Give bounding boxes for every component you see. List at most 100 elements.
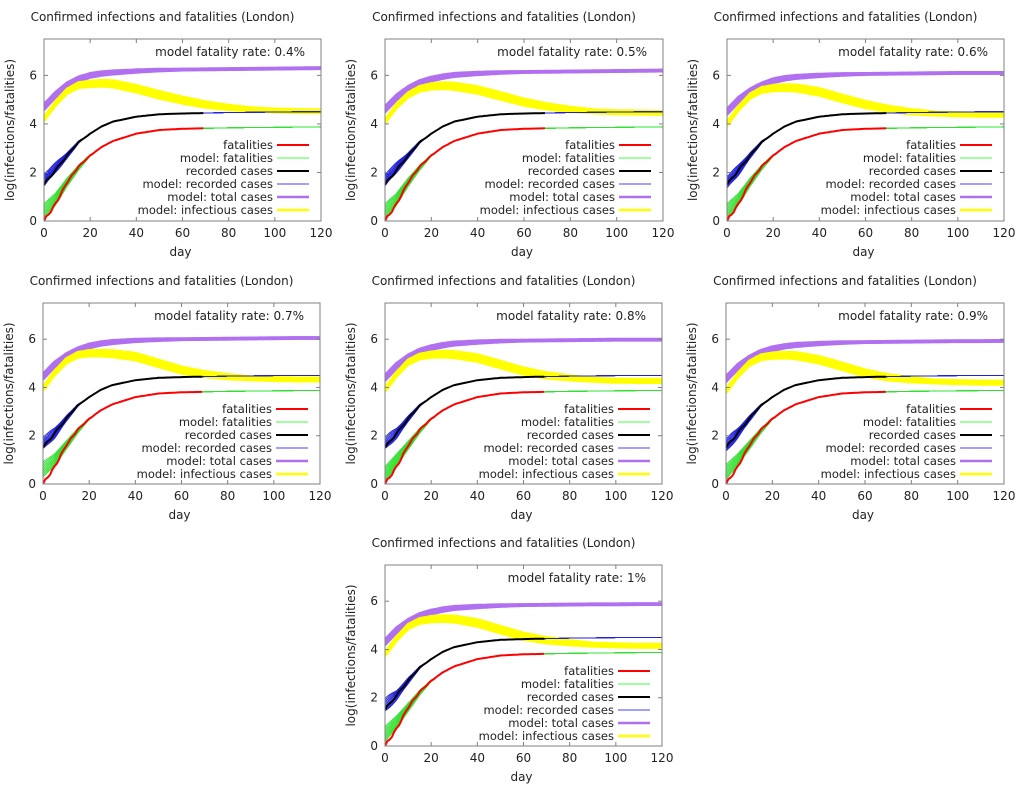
- legend-label: recorded cases: [527, 428, 614, 442]
- legend-label: fatalities: [223, 138, 273, 152]
- x-tick-label: 20: [424, 489, 439, 503]
- legend-label: model: total cases: [850, 190, 956, 204]
- legend-label: model: total cases: [167, 190, 273, 204]
- model-infectious-cases-line: [727, 83, 1004, 123]
- model-recorded-cases-line: [726, 374, 1004, 448]
- x-tick-label: 0: [381, 751, 389, 765]
- model-infectious-cases-line: [727, 86, 1004, 126]
- x-tick-label: 60: [516, 751, 531, 765]
- legend-label: model: recorded cases: [825, 441, 956, 455]
- recorded-cases-line: [385, 375, 545, 449]
- model-recorded-cases-line: [727, 111, 1004, 186]
- x-tick-label: 60: [858, 226, 873, 240]
- chart-panel: Confirmed infections and fatalities (Lon…: [3, 10, 332, 259]
- x-axis-label: day: [168, 508, 190, 522]
- model-recorded-cases-line: [44, 111, 321, 187]
- y-tick-label: 4: [711, 380, 719, 394]
- legend-label: model: fatalities: [521, 415, 614, 429]
- model-total-cases-line: [385, 602, 662, 641]
- y-tick-label: 0: [29, 214, 37, 228]
- model-infectious-cases-line: [385, 81, 663, 121]
- plot-area: [385, 68, 663, 221]
- x-tick-label: 100: [946, 489, 969, 503]
- legend-label: fatalities: [222, 402, 272, 416]
- legend-label: model: infectious cases: [479, 467, 614, 481]
- legend-label: model: recorded cases: [141, 441, 272, 455]
- x-tick-label: 100: [263, 226, 286, 240]
- x-axis-label: day: [169, 245, 191, 259]
- legend-label: recorded cases: [527, 690, 614, 704]
- x-tick-label: 0: [381, 226, 389, 240]
- y-tick-label: 4: [712, 117, 720, 131]
- x-tick-label: 20: [83, 226, 98, 240]
- y-axis-label: log(infections/fatalities): [685, 322, 699, 464]
- chart-title: Confirmed infections and fatalities (Lon…: [714, 10, 978, 24]
- legend-label: model: recorded cases: [142, 177, 273, 191]
- model-infectious-cases-line: [727, 87, 1004, 126]
- fatality-rate-annotation: model fatality rate: 0.8%: [496, 309, 646, 323]
- model-infectious-cases-line: [726, 350, 1004, 391]
- y-axis-label: log(infections/fatalities): [344, 59, 358, 201]
- plot-area: [385, 602, 662, 746]
- chart-title: Confirmed infections and fatalities (Lon…: [372, 10, 636, 24]
- fatalities-line: [44, 127, 204, 221]
- x-tick-label: 100: [946, 226, 969, 240]
- x-tick-label: 80: [562, 751, 577, 765]
- x-tick-label: 80: [563, 226, 578, 240]
- model-infectious-cases-line: [385, 85, 663, 123]
- model-infectious-cases-line: [385, 352, 662, 391]
- x-tick-label: 0: [381, 489, 389, 503]
- model-recorded-cases-line: [726, 374, 1004, 449]
- legend-label: model: infectious cases: [137, 467, 272, 481]
- y-tick-label: 2: [28, 429, 36, 443]
- x-tick-label: 100: [605, 226, 628, 240]
- y-tick-label: 4: [370, 380, 378, 394]
- y-axis-label: log(infections/fatalities): [344, 584, 358, 726]
- x-axis-label: day: [852, 508, 874, 522]
- model-recorded-cases-line: [726, 374, 1004, 452]
- chart-panel: Confirmed infections and fatalities (Lon…: [686, 10, 1015, 259]
- x-tick-label: 0: [39, 489, 47, 503]
- chart-title: Confirmed infections and fatalities (Lon…: [713, 274, 977, 288]
- legend-label: recorded cases: [528, 164, 615, 178]
- legend-label: model: fatalities: [522, 151, 615, 165]
- y-tick-label: 2: [370, 429, 378, 443]
- y-tick-label: 4: [28, 380, 36, 394]
- fatalities-line: [385, 390, 545, 484]
- y-tick-label: 0: [712, 214, 720, 228]
- x-tick-label: 20: [82, 489, 97, 503]
- x-tick-label: 60: [516, 489, 531, 503]
- x-tick-label: 40: [812, 226, 827, 240]
- model-recorded-cases-line: [44, 111, 321, 185]
- x-axis-label: day: [852, 245, 874, 259]
- x-tick-label: 120: [310, 226, 333, 240]
- recorded-cases-line: [727, 112, 887, 186]
- model-infectious-cases-line: [385, 614, 662, 654]
- recorded-cases-line: [385, 637, 545, 711]
- fatality-rate-annotation: model fatality rate: 0.7%: [154, 309, 304, 323]
- legend-label: model: infectious cases: [821, 203, 956, 217]
- y-tick-label: 2: [29, 165, 37, 179]
- model-infectious-cases-line: [44, 83, 321, 121]
- x-tick-label: 100: [604, 751, 627, 765]
- model-infectious-cases-line: [43, 348, 320, 388]
- model-recorded-cases-line: [727, 111, 1004, 187]
- x-tick-label: 0: [723, 226, 731, 240]
- recorded-cases-line: [44, 112, 204, 186]
- y-tick-label: 6: [28, 332, 36, 346]
- legend-label: model: fatalities: [863, 151, 956, 165]
- model-infectious-cases-line: [385, 86, 663, 124]
- x-tick-label: 20: [765, 489, 780, 503]
- legend-label: model: infectious cases: [480, 203, 615, 217]
- legend-label: recorded cases: [186, 164, 273, 178]
- model-infectious-cases-line: [727, 86, 1004, 125]
- model-recorded-cases-line: [726, 374, 1004, 451]
- model-infectious-cases-line: [385, 349, 662, 389]
- model-recorded-cases-line: [385, 374, 662, 448]
- recorded-cases-line: [385, 112, 545, 186]
- x-tick-label: 120: [993, 489, 1016, 503]
- model-total-cases-line: [726, 339, 1004, 377]
- y-axis-label: log(infections/fatalities): [686, 59, 700, 201]
